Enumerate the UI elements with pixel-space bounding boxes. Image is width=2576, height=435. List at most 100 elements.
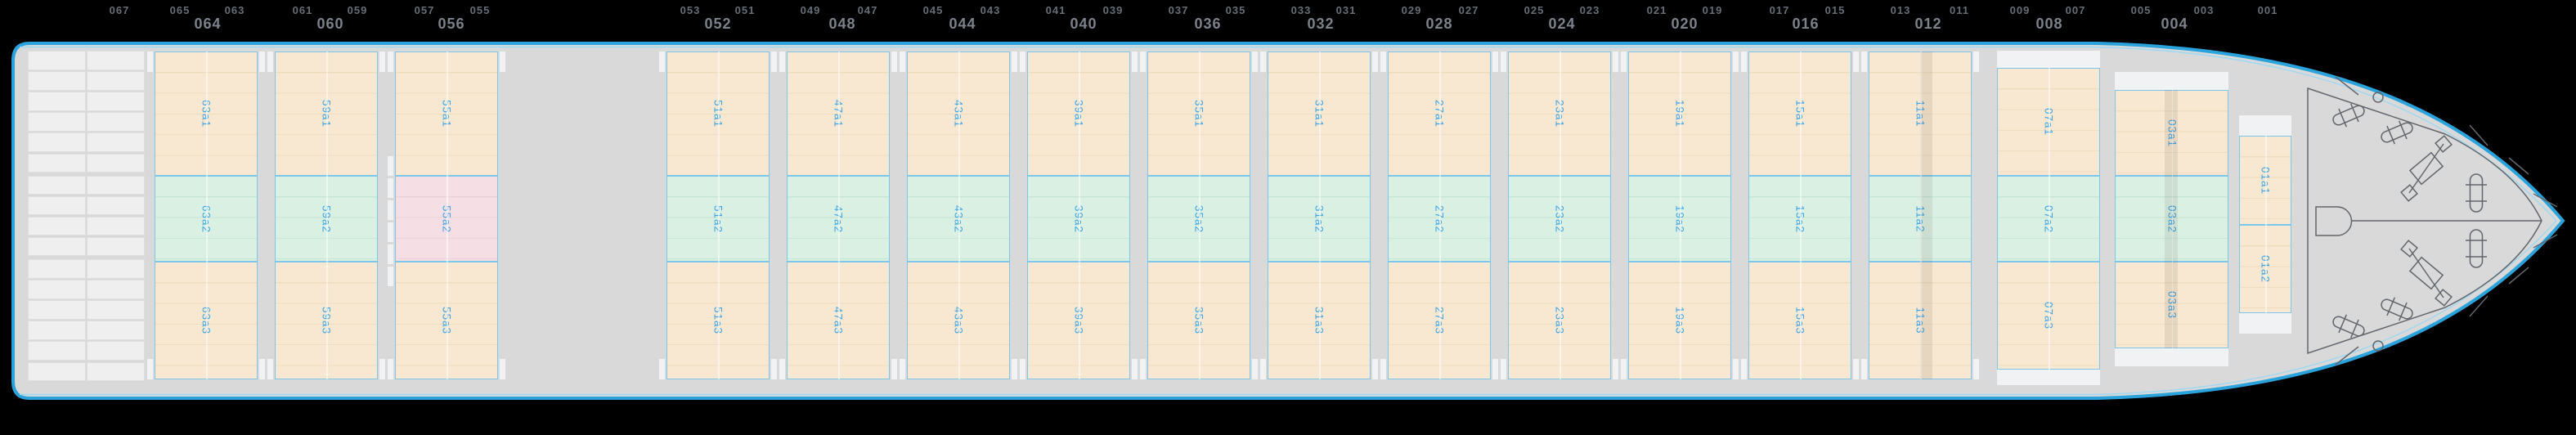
capstan-icon xyxy=(2466,173,2487,213)
bay-centerline xyxy=(958,52,960,379)
hull-inner-line xyxy=(20,46,2557,396)
bay-axis-label-044: 044 xyxy=(949,16,976,32)
hatch-notch xyxy=(1012,359,1017,379)
hatch-notch xyxy=(1252,52,1258,72)
hatch-notch xyxy=(259,52,265,72)
aft-slot-cell xyxy=(28,259,86,279)
hatch-notch xyxy=(1501,359,1506,379)
hatch-notch xyxy=(1492,359,1498,379)
hatch-notch xyxy=(1140,52,1146,72)
aft-slot-cell xyxy=(28,300,86,320)
bollard-icon xyxy=(2381,120,2413,145)
bay-axis-label-013: 013 xyxy=(1890,4,1911,16)
hatch-notch xyxy=(1260,52,1266,72)
bay-shadow-strip xyxy=(1920,52,1932,379)
bay-centerline xyxy=(1199,52,1200,379)
aft-slot-cell xyxy=(87,71,145,91)
hatch-notch xyxy=(1613,52,1618,72)
hatch-notch xyxy=(1260,359,1266,379)
windlass-icon xyxy=(2400,240,2453,307)
hatch-notch xyxy=(379,359,385,379)
bay-centerline xyxy=(2265,136,2267,313)
bay-centerline xyxy=(1920,52,1922,379)
bay-axis-label-017: 017 xyxy=(1769,4,1790,16)
bay-axis-label-008: 008 xyxy=(2035,16,2063,32)
bay-centerline xyxy=(838,52,840,379)
aft-slot-cell xyxy=(28,153,86,173)
hatch-notch xyxy=(1380,359,1386,379)
bay-axis-label-019: 019 xyxy=(1702,4,1723,16)
bay-axis-label-031: 031 xyxy=(1335,4,1357,16)
bay-axis-label-024: 024 xyxy=(1548,16,1576,32)
bay-axis-label-040: 040 xyxy=(1070,16,1097,32)
hatch-notch xyxy=(1621,359,1627,379)
aft-slot-cell xyxy=(28,132,86,152)
bay-axis-label-004: 004 xyxy=(2161,16,2188,32)
hatch-notch xyxy=(1621,52,1627,72)
hatch-notch xyxy=(771,52,777,72)
aft-slot-cell xyxy=(28,216,86,236)
aft-slot-cell xyxy=(28,361,86,382)
hatch-notch xyxy=(1140,359,1146,379)
bay-end-cap xyxy=(1997,370,2100,385)
bay-axis-label-027: 027 xyxy=(1458,4,1479,16)
hatch-notch xyxy=(500,52,505,72)
hatch-notch xyxy=(388,267,393,286)
bay-axis-label-021: 021 xyxy=(1646,4,1667,16)
hatch-notch xyxy=(388,200,393,220)
hatch-notch xyxy=(900,52,905,72)
windlass-icon xyxy=(2400,135,2453,202)
bay-axis-label-043: 043 xyxy=(980,4,1001,16)
aft-slot-cell xyxy=(28,112,86,132)
aft-slot-cell xyxy=(28,71,86,91)
bay-end-cap xyxy=(1997,51,2100,68)
bay-axis-label-029: 029 xyxy=(1401,4,1422,16)
bay-axis-label-025: 025 xyxy=(1524,4,1545,16)
aft-slot-cell xyxy=(28,175,86,195)
hatch-notch xyxy=(1853,359,1859,379)
bay-centerline xyxy=(1560,52,1561,379)
hatch-notch xyxy=(1733,359,1739,379)
bay-centerline xyxy=(718,52,720,379)
bollard-icon xyxy=(2381,297,2413,321)
capstan-icon xyxy=(2466,229,2487,268)
bay-axis-label-047: 047 xyxy=(857,4,878,16)
aft-slot-cell xyxy=(87,280,145,299)
hatch-notch xyxy=(259,359,265,379)
frame-tick-marks xyxy=(2335,76,2558,365)
hatch-notch xyxy=(500,359,505,379)
bay-axis-label-041: 041 xyxy=(1045,4,1066,16)
bay-axis-label-061: 061 xyxy=(292,4,313,16)
bay-axis-label-052: 052 xyxy=(704,16,732,32)
aft-slot-cell xyxy=(87,175,145,195)
bay-axis-label-028: 028 xyxy=(1425,16,1453,32)
hatch-notch xyxy=(1501,52,1506,72)
hatch-notch xyxy=(1973,359,1979,379)
bay-centerline xyxy=(1680,52,1681,379)
bay-axis-label-053: 053 xyxy=(680,4,701,16)
hatch-notch xyxy=(388,244,393,264)
bay-axis-label-067: 067 xyxy=(109,4,130,16)
bay-axis-label-037: 037 xyxy=(1168,4,1189,16)
bay-axis-label-064: 064 xyxy=(194,16,222,32)
hatch-notch xyxy=(1132,52,1138,72)
bay-axis-label-009: 009 xyxy=(2009,4,2031,16)
hatch-notch xyxy=(1853,52,1859,72)
hatch-notch xyxy=(1741,52,1747,72)
bay-axis-label-049: 049 xyxy=(800,4,821,16)
bay-centerline xyxy=(1800,52,1802,379)
hatch-notch xyxy=(1861,52,1867,72)
aft-slot-cell xyxy=(87,195,145,216)
bollard-icon xyxy=(2332,103,2365,128)
hatch-notch xyxy=(1132,359,1138,379)
bay-axis-label-059: 059 xyxy=(347,4,368,16)
bay-axis-label-060: 060 xyxy=(316,16,344,32)
aft-slot-cell xyxy=(87,259,145,279)
hawse-circle-port xyxy=(2372,92,2384,103)
bay-centerline xyxy=(1079,52,1080,379)
bay-axis-label-045: 045 xyxy=(922,4,944,16)
hatch-notch xyxy=(891,52,897,72)
bay-end-cap xyxy=(2239,313,2291,334)
bay-centerline xyxy=(2049,68,2050,370)
hatch-notch xyxy=(900,359,905,379)
